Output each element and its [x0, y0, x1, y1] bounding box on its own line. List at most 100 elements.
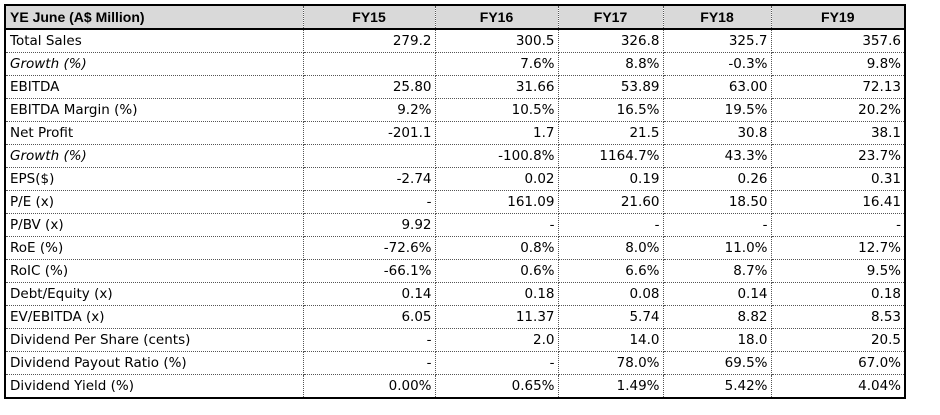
value-cell: 10.5% — [435, 98, 559, 122]
value-cell: 19.5% — [663, 98, 772, 122]
value-cell: 1.49% — [558, 374, 664, 398]
row-label: Dividend Yield (%) — [5, 374, 304, 398]
table-row: Net Profit -201.1 1.7 21.5 30.8 38.1 — [5, 121, 905, 145]
value-cell: 5.74 — [558, 305, 664, 329]
value-cell: 30.8 — [663, 121, 772, 145]
value-cell: 357.6 — [771, 29, 905, 53]
row-label: EBITDA — [5, 75, 304, 99]
value-cell: 0.14 — [303, 282, 436, 306]
value-cell: 23.7% — [771, 144, 905, 168]
value-cell: 0.00% — [303, 374, 436, 398]
value-cell: 16.5% — [558, 98, 664, 122]
table-row: EBITDA 25.80 31.66 53.89 63.00 72.13 — [5, 75, 905, 99]
value-cell: 0.6% — [435, 259, 559, 283]
row-label: Total Sales — [5, 29, 304, 53]
value-cell: 8.8% — [558, 52, 664, 76]
table-row: Dividend Per Share (cents) -2.0 14.0 18.0 20… — [5, 328, 905, 352]
row-label: Growth (%) — [5, 52, 304, 76]
value-cell — [303, 52, 436, 76]
table-row: RoIC (%) -66.1% 0.6% 6.6% 8.7% 9.5% — [5, 259, 905, 283]
value-cell: 7.6% — [435, 52, 559, 76]
value-cell: 78.0% — [558, 351, 664, 375]
value-cell: 6.6% — [558, 259, 664, 283]
row-label: RoE (%) — [5, 236, 304, 260]
value-cell — [303, 144, 436, 168]
header-cell-fy19: FY19 — [771, 5, 905, 30]
table-row: P/BV (x) 9.92- - - - — [5, 213, 905, 237]
header-row: YE June (A$ Million) FY15 FY16 FY17 FY18… — [5, 5, 905, 30]
row-label: RoIC (%) — [5, 259, 304, 283]
row-label: EBITDA Margin (%) — [5, 98, 304, 122]
value-cell: 0.18 — [771, 282, 905, 306]
row-label: Growth (%) — [5, 144, 304, 168]
value-cell: 9.5% — [771, 259, 905, 283]
value-cell: 67.0% — [771, 351, 905, 375]
value-cell: 12.7% — [771, 236, 905, 260]
value-cell: - — [435, 351, 559, 375]
value-cell: 1.7 — [435, 121, 559, 145]
header-cell-fy17: FY17 — [558, 5, 664, 30]
table-row: Growth (%) 7.6% 8.8% -0.3% 9.8% — [5, 52, 905, 76]
value-cell: 1164.7% — [558, 144, 664, 168]
value-cell: 0.14 — [663, 282, 772, 306]
row-label: Debt/Equity (x) — [5, 282, 304, 306]
table-row: Growth (%) -100.8% 1164.7% 43.3% 23.7% — [5, 144, 905, 168]
value-cell: 18.0 — [663, 328, 772, 352]
value-cell: 16.41 — [771, 190, 905, 214]
table-body: Total Sales 279.2 300.5 326.8 325.7 357.6 Grow… — [5, 29, 905, 398]
value-cell: 6.05 — [303, 305, 436, 329]
value-cell: 0.8% — [435, 236, 559, 260]
value-cell: 8.82 — [663, 305, 772, 329]
value-cell: 326.8 — [558, 29, 664, 53]
table-row: Dividend Yield (%) 0.00% 0.65% 1.49% 5.42% 4.… — [5, 374, 905, 398]
table-row: EBITDA Margin (%) 9.2% 10.5% 16.5% 19.5% 20.2… — [5, 98, 905, 122]
value-cell: -100.8% — [435, 144, 559, 168]
value-cell: 38.1 — [771, 121, 905, 145]
row-label: Dividend Payout Ratio (%) — [5, 351, 304, 375]
value-cell: -201.1 — [303, 121, 436, 145]
value-cell: 279.2 — [303, 29, 436, 53]
value-cell: 18.50 — [663, 190, 772, 214]
value-cell: 53.89 — [558, 75, 664, 99]
row-label: P/E (x) — [5, 190, 304, 214]
table-row: RoE (%) -72.6% 0.8% 8.0% 11.0% 12.7% — [5, 236, 905, 260]
value-cell: 11.0% — [663, 236, 772, 260]
value-cell: 31.66 — [435, 75, 559, 99]
header-cell-fy16: FY16 — [435, 5, 559, 30]
value-cell: - — [558, 213, 664, 237]
value-cell: 63.00 — [663, 75, 772, 99]
value-cell: 25.80 — [303, 75, 436, 99]
table-header: YE June (A$ Million) FY15 FY16 FY17 FY18… — [5, 5, 905, 30]
table-row: P/E (x) -161.09 21.60 18.50 16.41 — [5, 190, 905, 214]
value-cell: 0.26 — [663, 167, 772, 191]
value-cell: 0.65% — [435, 374, 559, 398]
value-cell: - — [303, 351, 436, 375]
value-cell: 0.31 — [771, 167, 905, 191]
row-label: Dividend Per Share (cents) — [5, 328, 304, 352]
row-label: EV/EBITDA (x) — [5, 305, 304, 329]
value-cell: 4.04% — [858, 378, 901, 394]
row-label: P/BV (x) — [5, 213, 304, 237]
value-cell: 9.8% — [771, 52, 905, 76]
table-row: Total Sales 279.2 300.5 326.8 325.7 357.6 — [5, 29, 905, 53]
value-cell: 0.02 — [435, 167, 559, 191]
table-row: Dividend Payout Ratio (%) - -78.0% 69.5% 67.… — [5, 351, 905, 375]
value-cell: 2.0 — [435, 328, 559, 352]
value-cell: 72.13 — [771, 75, 905, 99]
financial-table-container: YE June (A$ Million) FY15 FY16 FY17 FY18… — [4, 4, 906, 399]
value-cell: 0.19 — [558, 167, 664, 191]
value-cell: -72.6% — [303, 236, 436, 260]
value-cell: 325.7 — [663, 29, 772, 53]
value-cell: 11.37 — [435, 305, 559, 329]
value-cell: - — [663, 213, 772, 237]
table-row: Debt/Equity (x) 0.14 0.18 0.08 0.14 0.18 — [5, 282, 905, 306]
value-cell: 20.5 — [771, 328, 905, 352]
value-cell: 21.60 — [558, 190, 664, 214]
value-cell: - — [435, 213, 559, 237]
header-cell-fy15: FY15 — [303, 5, 436, 30]
value-cell: 0.18 — [435, 282, 559, 306]
financial-summary-table: YE June (A$ Million) FY15 FY16 FY17 FY18… — [4, 4, 906, 399]
header-cell-fy18: FY18 — [663, 5, 772, 30]
value-cell: 20.2% — [771, 98, 905, 122]
value-cell: 69.5% — [663, 351, 772, 375]
